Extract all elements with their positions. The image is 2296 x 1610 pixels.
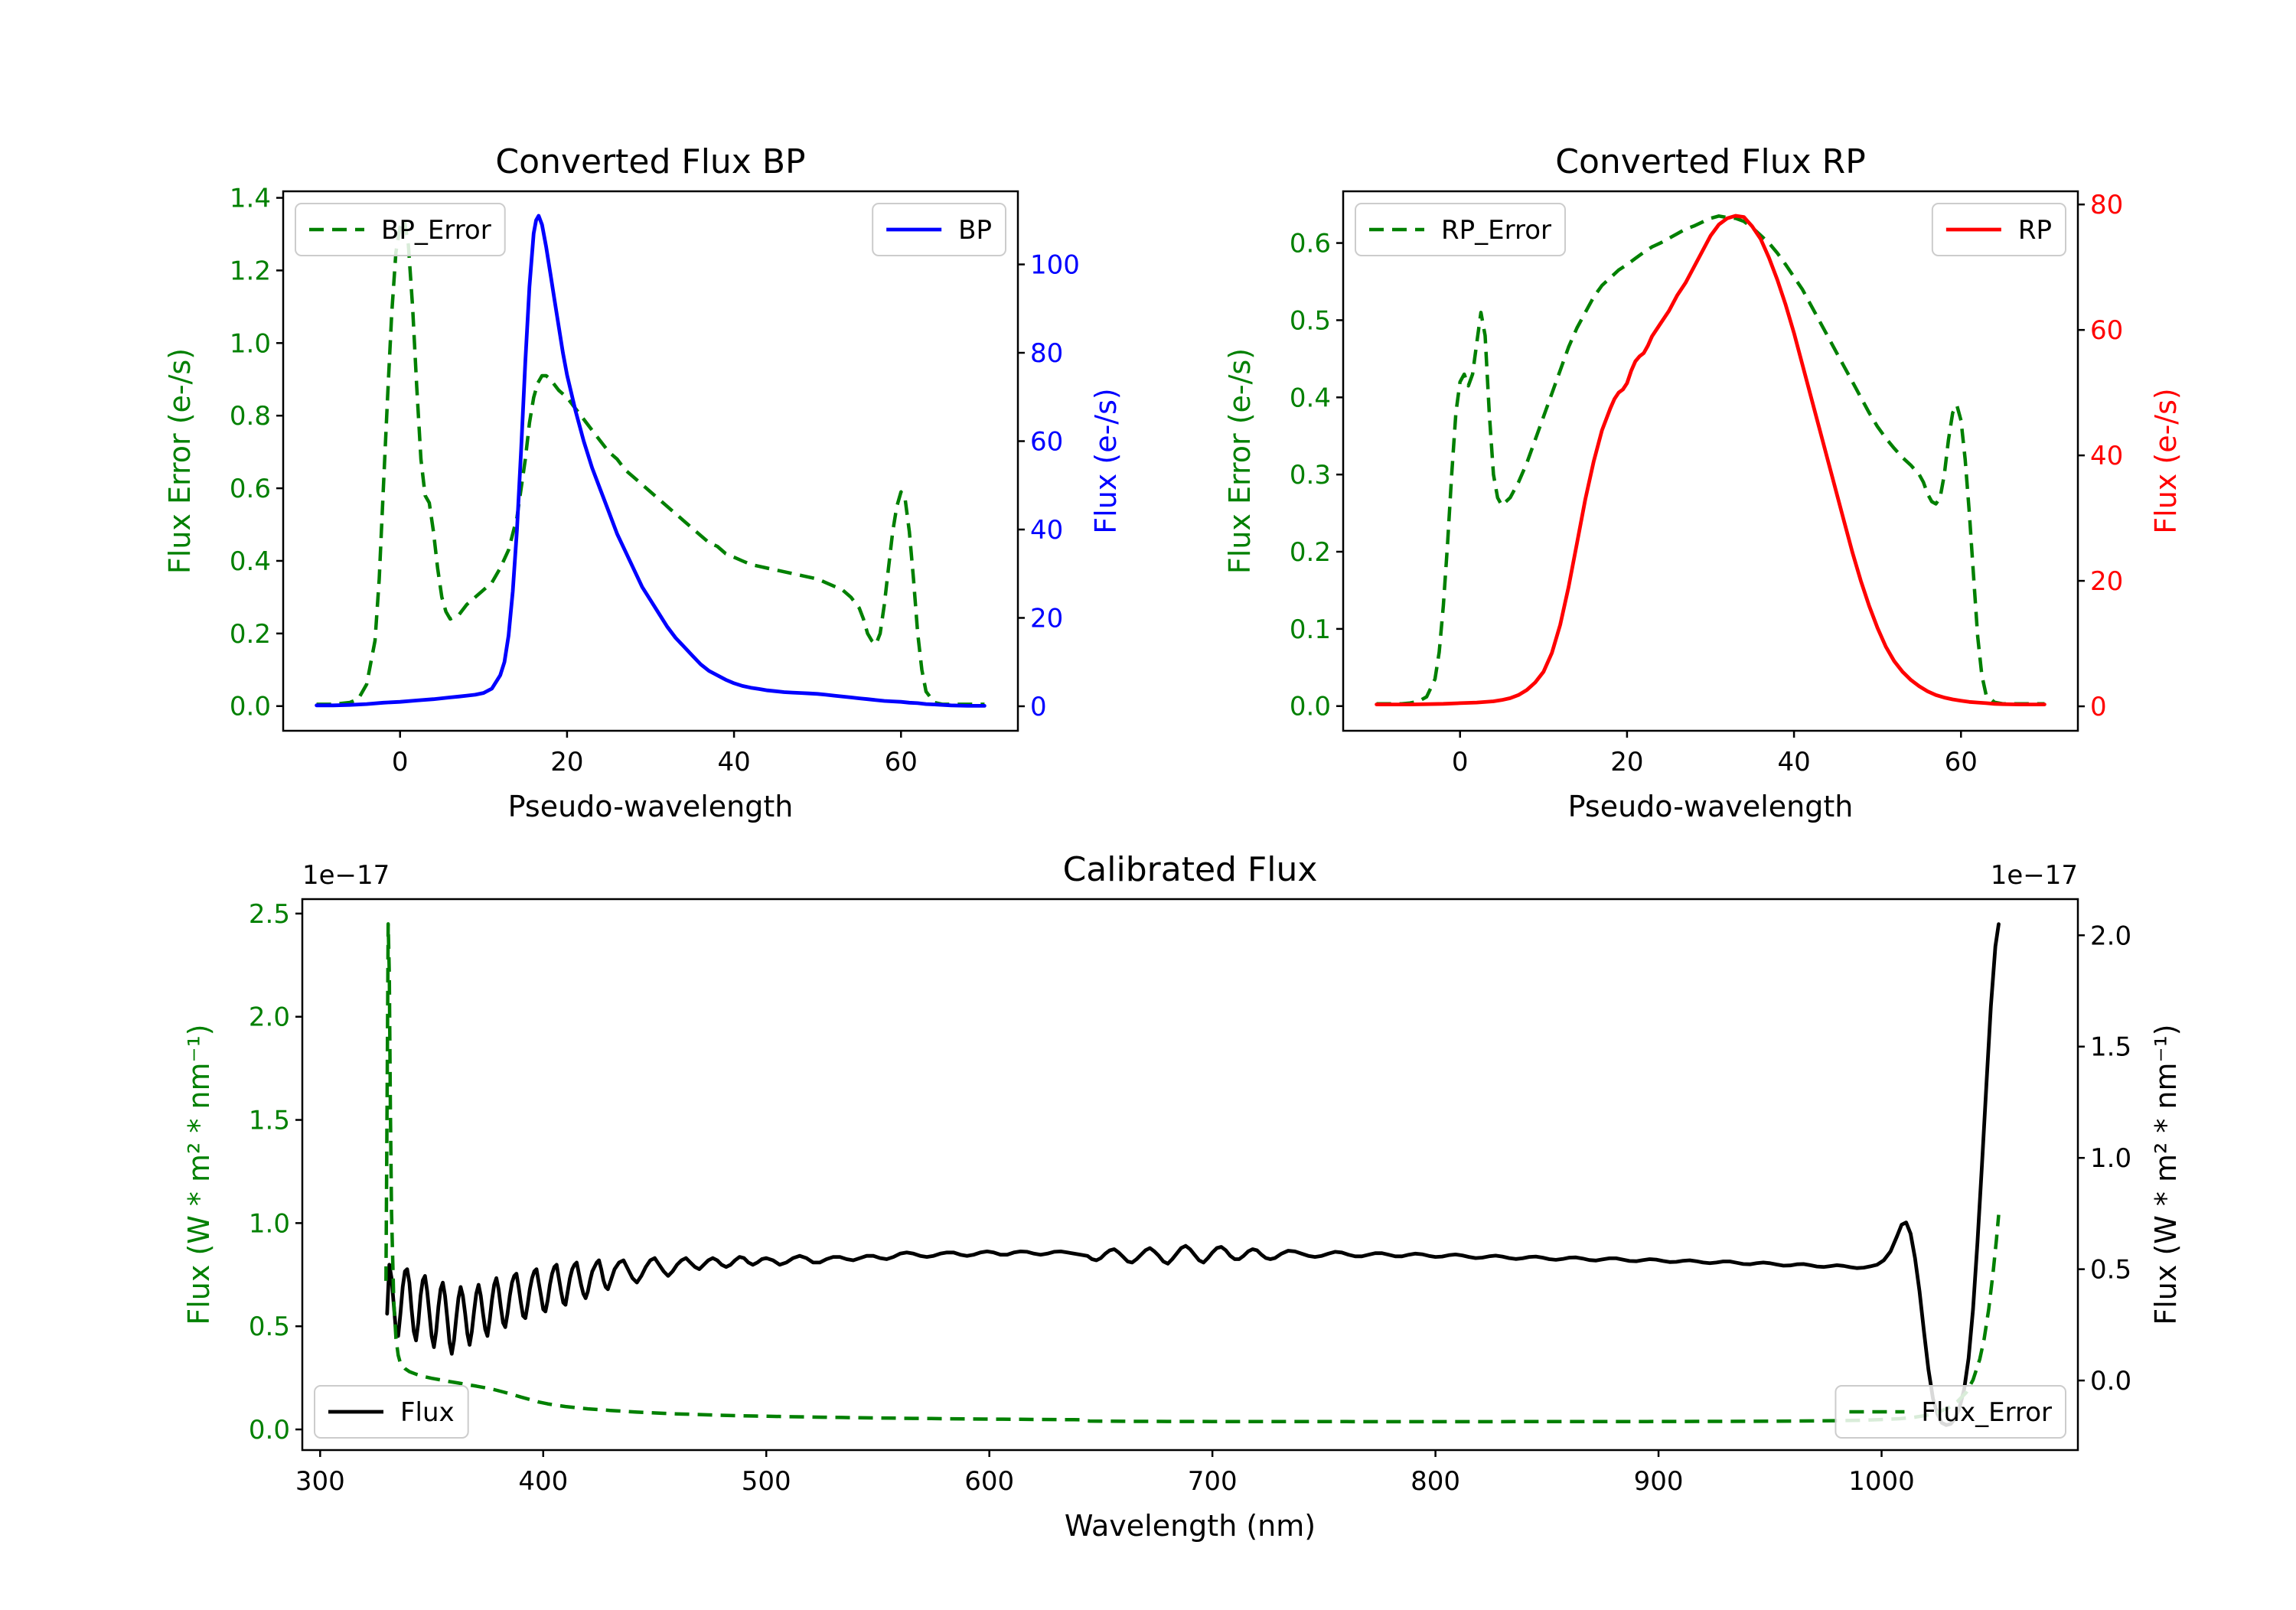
bp-legend-label: BP [958, 215, 992, 246]
cal-left-offset-text: 1e−17 [302, 860, 390, 891]
cal-x-tick-label: 900 [1634, 1466, 1684, 1497]
cal-left-tick-label: 2.0 [249, 1002, 290, 1033]
cal-x-tick-label: 300 [295, 1466, 345, 1497]
rp-right-tick-label: 20 [2090, 566, 2123, 597]
rp-left-tick-label: 0.6 [1290, 229, 1331, 259]
cal-right-offset-text: 1e−17 [1991, 860, 2078, 891]
bp-right-ylabel: Flux (e-/s) [1089, 388, 1123, 533]
cal-legend-label: Flux [400, 1397, 455, 1428]
cal-right-tick-label: 2.0 [2090, 921, 2131, 951]
bp-left-tick-label: 0.6 [230, 474, 271, 504]
cal-x-tick-label: 400 [518, 1466, 568, 1497]
bp-x-tick-label: 0 [392, 747, 409, 777]
cal-left-tick-label: 0.0 [249, 1415, 290, 1445]
bp-right-tick-label: 0 [1030, 692, 1047, 722]
bp-x-tick-label: 40 [717, 747, 750, 777]
bp-bp-line [315, 213, 987, 708]
bp-axes-border [282, 190, 1019, 732]
bp-right-tick-label: 60 [1030, 427, 1063, 458]
rp-axes-border [1342, 190, 2079, 732]
cal-left-tick-label: 0.5 [249, 1312, 290, 1342]
rp-left-tick-label: 0.1 [1290, 614, 1331, 645]
bp-left-tick-label: 1.0 [230, 328, 271, 359]
cal-x-tick-label: 700 [1188, 1466, 1238, 1497]
bp-legend-box [295, 203, 506, 256]
rp-right-ylabel: Flux (e-/s) [2149, 388, 2183, 533]
cal-axes-border [301, 898, 2079, 1452]
cal-legend-box [314, 1385, 469, 1439]
rp-legend-box [1355, 203, 1567, 256]
bp-left-tick-label: 0.4 [230, 546, 271, 577]
rp-left-tick-label: 0.5 [1290, 305, 1331, 336]
cal-left-ylabel: Flux (W * m² * nm⁻¹) [182, 1024, 216, 1325]
bp-legend-bp: BP [872, 203, 1006, 256]
bp-x-tick-label: 60 [885, 747, 918, 777]
bp-left-ylabel: Flux Error (e-/s) [163, 348, 197, 574]
cal-legend-box [1835, 1385, 2066, 1439]
rp-rp_error-line [1376, 214, 2045, 706]
rp-legend-label: RP_Error [1441, 215, 1551, 246]
cal-right-tick-label: 0.0 [2090, 1366, 2131, 1397]
bp-left-tick-label: 0.2 [230, 619, 271, 650]
bp-legend-bp_error: BP_Error [295, 203, 506, 256]
cal-x-tick-label: 600 [964, 1466, 1014, 1497]
rp-x-tick-label: 0 [1452, 747, 1469, 777]
cal-x-tick-label: 800 [1411, 1466, 1460, 1497]
bp-right-tick-label: 100 [1030, 250, 1080, 281]
rp-left-tick-label: 0.0 [1290, 692, 1331, 722]
rp-rp-line [1375, 213, 2047, 706]
chart-cal: 300 400 500 600 700 800 900 1000 0.0 0.5 1.0 1.5 2.0… [182, 850, 2183, 1543]
bp-left-tick-label: 0.8 [230, 401, 271, 432]
rp-legend-rp: RP [1931, 203, 2066, 256]
cal-right-tick-label: 1.0 [2090, 1143, 2131, 1174]
rp-left-tick-label: 0.2 [1290, 537, 1331, 568]
cal-right-tick-label: 0.5 [2090, 1255, 2131, 1286]
rp-title: Converted Flux RP [1555, 142, 1866, 181]
cal-flux_error-line [384, 922, 2001, 1424]
cal-right-tick-label: 1.5 [2090, 1032, 2131, 1063]
bp-right-tick-label: 80 [1030, 338, 1063, 369]
cal-left-tick-label: 1.0 [249, 1208, 290, 1239]
rp-xlabel: Pseudo-wavelength [1568, 790, 1854, 823]
bp-legend-label: BP_Error [381, 215, 491, 246]
cal-right-ylabel: Flux (W * m² * nm⁻¹) [2149, 1024, 2183, 1325]
bp-bp_error-line [316, 217, 985, 706]
bp-right-tick-label: 20 [1030, 603, 1063, 634]
chart-bp: 0 20 40 60 0.0 0.2 0.4 0.6 0.8 1.0 1.2 1.4 0 20 40 60 80… [163, 142, 1123, 823]
rp-legend-label: RP [2018, 215, 2052, 246]
cal-left-tick-label: 2.5 [249, 899, 290, 930]
rp-right-tick-label: 60 [2090, 315, 2123, 346]
cal-title: Calibrated Flux [1063, 850, 1318, 889]
bp-left-tick-label: 1.2 [230, 256, 271, 286]
rp-left-tick-label: 0.4 [1290, 383, 1331, 413]
rp-x-tick-label: 20 [1610, 747, 1643, 777]
bp-left-tick-label: 1.4 [230, 184, 271, 214]
bp-title: Converted Flux BP [495, 142, 805, 181]
bp-left-tick-label: 0.0 [230, 692, 271, 722]
cal-legend-label: Flux_Error [1921, 1397, 2052, 1428]
cal-legend-flux: Flux [314, 1385, 469, 1439]
rp-legend-rp_error: RP_Error [1355, 203, 1567, 256]
bp-xlabel: Pseudo-wavelength [508, 790, 794, 823]
bp-x-tick-label: 20 [550, 747, 583, 777]
rp-x-tick-label: 60 [1945, 747, 1978, 777]
chart-rp: 0 20 40 60 0.0 0.1 0.2 0.3 0.4 0.5 0.6 0 20 40 60 80 Con… [1223, 142, 2183, 823]
rp-right-tick-label: 40 [2090, 441, 2123, 471]
rp-left-ylabel: Flux Error (e-/s) [1223, 348, 1257, 574]
rp-left-tick-label: 0.3 [1290, 460, 1331, 490]
rp-x-tick-label: 40 [1777, 747, 1810, 777]
rp-right-tick-label: 0 [2090, 692, 2107, 722]
cal-flux-line [385, 922, 2001, 1427]
cal-left-tick-label: 1.5 [249, 1106, 290, 1136]
cal-x-tick-label: 1000 [1848, 1466, 1915, 1497]
bp-right-tick-label: 40 [1030, 515, 1063, 546]
cal-x-tick-label: 500 [742, 1466, 791, 1497]
rp-right-tick-label: 80 [2090, 190, 2123, 220]
cal-legend-flux_error: Flux_Error [1835, 1385, 2066, 1439]
cal-xlabel: Wavelength (nm) [1065, 1509, 1316, 1543]
